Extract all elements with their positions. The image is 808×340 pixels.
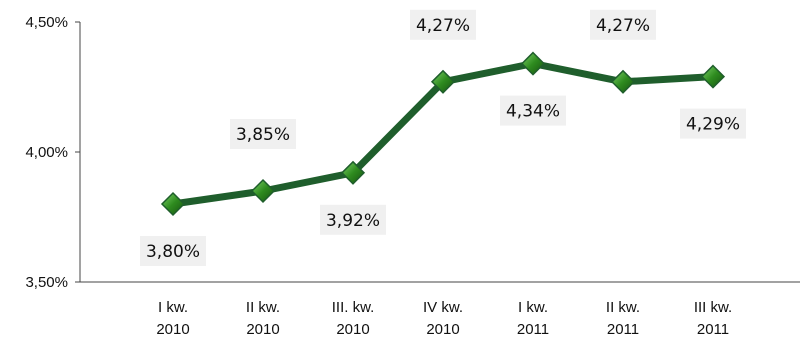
x-axis-ticks: I kw. 2010 II kw. 2010 III. kw. 2010 IV kw. 201… bbox=[156, 299, 732, 338]
data-label-box bbox=[680, 108, 746, 139]
y-axis-ticks: 3,50% 4,00% 4,50% bbox=[25, 14, 80, 291]
data-point-marker bbox=[250, 178, 276, 204]
x-tick-label: IV kw. 2010 bbox=[423, 299, 463, 338]
y-tick-label: 4,00% bbox=[25, 144, 68, 161]
data-label: 4,27% bbox=[596, 16, 650, 36]
series-markers bbox=[160, 51, 726, 217]
x-tick-label: II kw. 2010 bbox=[246, 299, 280, 338]
data-point-marker bbox=[520, 51, 546, 76]
data-label-box bbox=[140, 236, 206, 266]
data-label: 3,85% bbox=[236, 125, 290, 145]
data-label: 4,34% bbox=[506, 102, 560, 122]
data-point-marker bbox=[610, 69, 636, 94]
data-label-box bbox=[410, 9, 476, 40]
x-tick-label: III. kw. 2010 bbox=[332, 299, 375, 338]
data-label-box bbox=[320, 204, 386, 235]
x-tick-label: I kw. 2010 bbox=[156, 299, 189, 338]
data-label: 3,92% bbox=[326, 211, 380, 231]
data-label-box bbox=[230, 119, 296, 149]
data-point-marker bbox=[700, 64, 726, 89]
data-label-box bbox=[500, 95, 566, 126]
y-tick-label: 4,50% bbox=[25, 14, 68, 31]
data-point-marker bbox=[430, 69, 456, 94]
data-label: 3,80% bbox=[146, 242, 200, 262]
data-label-box bbox=[590, 9, 656, 40]
data-labels: 3,80% 3,85% 3,92% 4,27% 4,34% 4,27% 4,29% bbox=[140, 9, 746, 266]
x-tick-label: I kw. 2011 bbox=[517, 299, 549, 338]
data-label: 4,29% bbox=[686, 115, 740, 135]
x-tick-label: II kw. 2011 bbox=[606, 299, 640, 338]
data-label: 4,27% bbox=[416, 16, 470, 36]
x-tick-label: III kw. 2011 bbox=[694, 299, 732, 338]
data-point-marker bbox=[160, 191, 186, 217]
y-tick-label: 3,50% bbox=[25, 274, 68, 291]
data-point-marker bbox=[340, 160, 366, 185]
